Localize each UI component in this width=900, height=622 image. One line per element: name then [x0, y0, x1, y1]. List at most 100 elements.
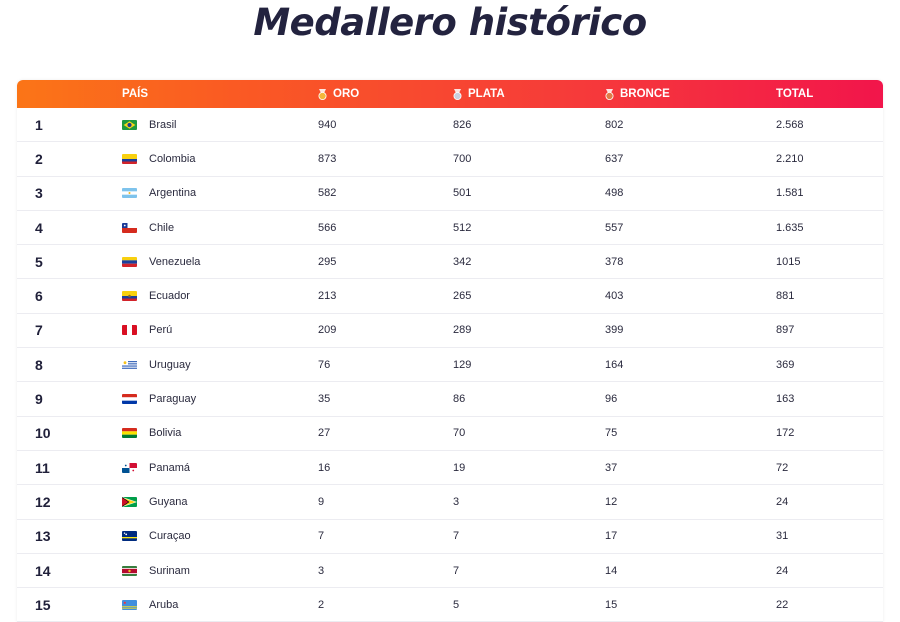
- country-name: Bolivia: [149, 427, 182, 440]
- silver-cell: 70: [453, 427, 466, 440]
- header-gold[interactable]: ORO: [318, 80, 359, 108]
- bronze-cell: 802: [605, 118, 624, 131]
- country-cell: Uruguay: [122, 348, 191, 381]
- gold-cell: 566: [318, 221, 337, 234]
- total-cell: 163: [776, 393, 795, 406]
- page-title: Medallero histórico: [253, 1, 647, 44]
- rank-cell: 9: [35, 391, 43, 408]
- gold-cell: 3: [318, 564, 325, 577]
- suriname-flag-icon: [122, 565, 137, 576]
- header-silver[interactable]: PLATA: [453, 80, 505, 108]
- paraguay-flag-icon: [122, 394, 137, 405]
- rank-cell: 5: [35, 253, 43, 270]
- table-row: 3 Argentina 582 501 498 1.581: [17, 177, 883, 211]
- rank-cell: 2: [35, 150, 43, 167]
- rank-cell: 12: [35, 493, 51, 510]
- country-name: Aruba: [149, 598, 179, 611]
- gold-cell: 2: [318, 598, 325, 611]
- table-header: PAÍS ORO PLATA BRONCE TOTAL: [17, 80, 883, 108]
- country-name: Argentina: [149, 187, 197, 200]
- ecuador-flag-icon: [122, 291, 137, 302]
- brazil-flag-icon: [122, 119, 137, 130]
- country-cell: Guyana: [122, 485, 188, 518]
- bronze-cell: 403: [605, 290, 624, 303]
- table-row: 10 Bolivia 27 70 75 172: [17, 417, 883, 451]
- country-name: Chile: [149, 221, 175, 234]
- gold-cell: 209: [318, 324, 337, 337]
- bronze-cell: 637: [605, 152, 624, 165]
- header-country[interactable]: PAÍS: [122, 88, 148, 100]
- header-gold-label: ORO: [333, 88, 360, 100]
- gold-cell: 76: [318, 358, 331, 371]
- uruguay-flag-icon: [122, 359, 137, 370]
- silver-cell: 501: [453, 187, 472, 200]
- silver-cell: 129: [453, 358, 472, 371]
- bronze-cell: 399: [605, 324, 624, 337]
- country-cell: Chile: [122, 211, 174, 244]
- gold-medal-icon: [318, 88, 327, 100]
- chile-flag-icon: [122, 222, 137, 233]
- country-cell: Colombia: [122, 142, 195, 175]
- bronze-cell: 37: [605, 461, 618, 474]
- bronze-cell: 557: [605, 221, 624, 234]
- total-cell: 172: [776, 427, 795, 440]
- total-cell: 1015: [776, 255, 801, 268]
- bolivia-flag-icon: [122, 428, 137, 439]
- country-cell: Ecuador: [122, 279, 190, 312]
- peru-flag-icon: [122, 325, 137, 336]
- silver-cell: 19: [453, 461, 466, 474]
- rank-cell: 7: [35, 322, 43, 339]
- silver-cell: 826: [453, 118, 472, 131]
- country-cell: Surinam: [122, 554, 190, 587]
- total-cell: 1.581: [776, 187, 804, 200]
- gold-cell: 35: [318, 393, 331, 406]
- silver-cell: 700: [453, 152, 472, 165]
- rank-cell: 14: [35, 562, 51, 579]
- header-total[interactable]: TOTAL: [776, 88, 814, 100]
- gold-cell: 27: [318, 427, 331, 440]
- country-name: Surinam: [149, 564, 190, 577]
- silver-cell: 7: [453, 564, 460, 577]
- country-cell: Paraguay: [122, 382, 196, 415]
- total-cell: 22: [776, 598, 789, 611]
- total-cell: 2.210: [776, 152, 804, 165]
- aruba-flag-icon: [122, 599, 137, 610]
- total-cell: 24: [776, 495, 789, 508]
- silver-cell: 5: [453, 598, 460, 611]
- country-name: Perú: [149, 324, 173, 337]
- rank-cell: 3: [35, 185, 43, 202]
- bronze-cell: 17: [605, 530, 618, 543]
- total-cell: 72: [776, 461, 789, 474]
- total-cell: 2.568: [776, 118, 804, 131]
- bronze-cell: 96: [605, 393, 618, 406]
- country-cell: Curaçao: [122, 520, 191, 553]
- country-name: Brasil: [149, 118, 177, 131]
- silver-cell: 7: [453, 530, 460, 543]
- total-cell: 897: [776, 324, 795, 337]
- total-cell: 369: [776, 358, 795, 371]
- rank-cell: 6: [35, 288, 43, 305]
- bronze-cell: 378: [605, 255, 624, 268]
- gold-cell: 940: [318, 118, 337, 131]
- gold-cell: 582: [318, 187, 337, 200]
- country-cell: Argentina: [122, 177, 196, 210]
- country-name: Paraguay: [149, 393, 197, 406]
- country-cell: Aruba: [122, 588, 178, 621]
- total-cell: 881: [776, 290, 795, 303]
- silver-cell: 3: [453, 495, 460, 508]
- country-name: Colombia: [149, 152, 196, 165]
- rank-cell: 1: [35, 116, 43, 133]
- table-row: 6 Ecuador 213 265 403 881: [17, 279, 883, 314]
- country-cell: Bolivia: [122, 417, 181, 450]
- gold-cell: 16: [318, 461, 331, 474]
- total-cell: 1.635: [776, 221, 804, 234]
- curacao-flag-icon: [122, 531, 137, 542]
- table-row: 2 Colombia 873 700 637 2.210: [17, 142, 883, 177]
- gold-cell: 213: [318, 290, 337, 303]
- silver-cell: 342: [453, 255, 472, 268]
- rank-cell: 10: [35, 425, 51, 442]
- table-row: 12 Guyana 9 3 12 24: [17, 485, 883, 520]
- silver-cell: 265: [453, 290, 472, 303]
- table-row: 1 Brasil 940 826 802 2.568: [17, 108, 883, 143]
- header-bronze[interactable]: BRONCE: [605, 80, 670, 108]
